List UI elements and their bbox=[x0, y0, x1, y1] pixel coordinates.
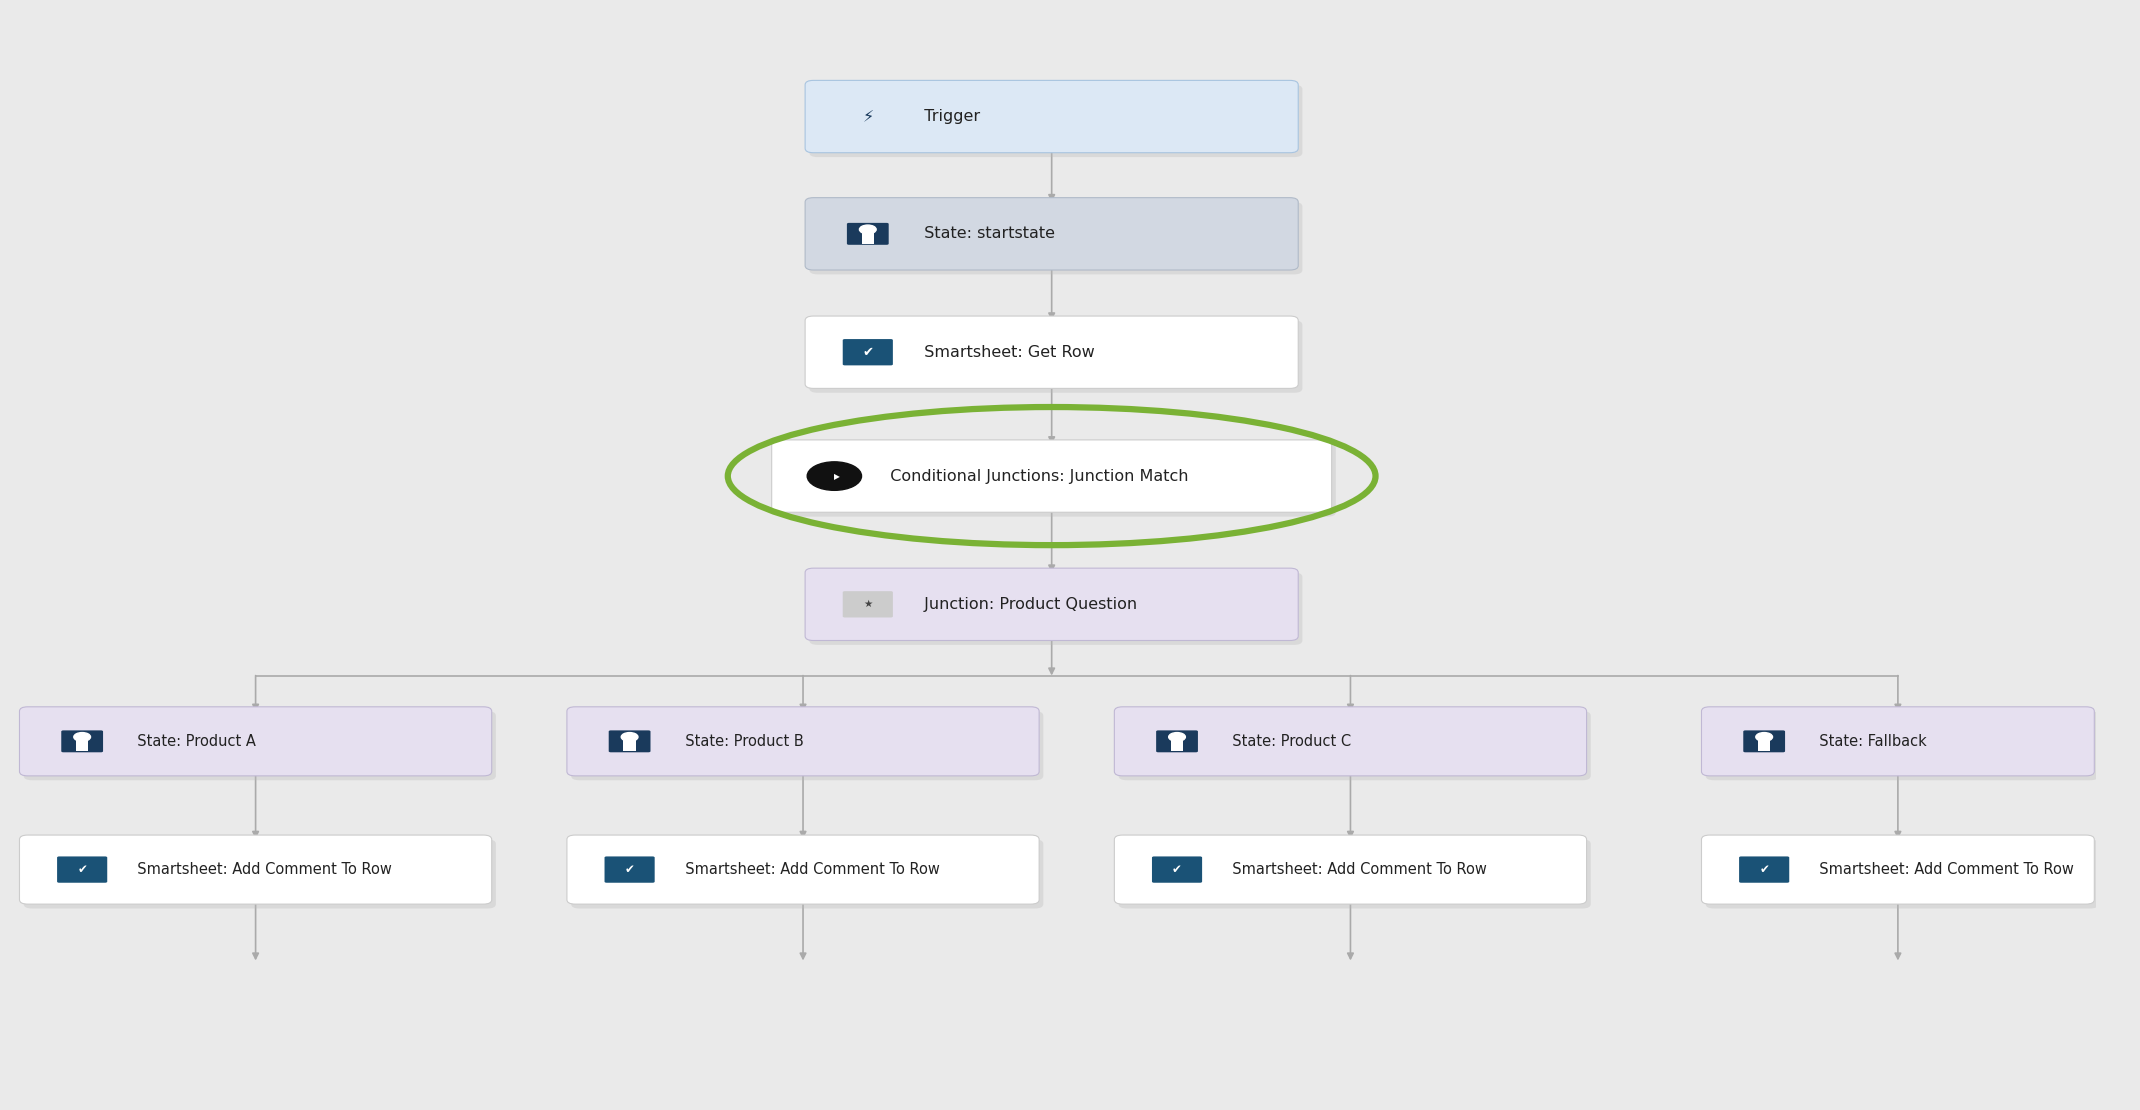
Text: Smartsheet: Add Comment To Row: Smartsheet: Add Comment To Row bbox=[128, 862, 392, 877]
FancyBboxPatch shape bbox=[19, 835, 492, 905]
FancyBboxPatch shape bbox=[1151, 857, 1203, 882]
FancyBboxPatch shape bbox=[1706, 839, 2099, 908]
Text: ✔: ✔ bbox=[1759, 864, 1770, 876]
FancyBboxPatch shape bbox=[24, 712, 496, 780]
Circle shape bbox=[1755, 733, 1772, 741]
FancyBboxPatch shape bbox=[777, 444, 1335, 516]
FancyBboxPatch shape bbox=[1740, 857, 1789, 882]
Text: Smartsheet: Add Comment To Row: Smartsheet: Add Comment To Row bbox=[1222, 862, 1487, 877]
Text: ✔: ✔ bbox=[625, 864, 636, 876]
FancyBboxPatch shape bbox=[773, 440, 1331, 512]
FancyBboxPatch shape bbox=[805, 568, 1299, 640]
FancyBboxPatch shape bbox=[809, 202, 1303, 274]
Text: State: Product A: State: Product A bbox=[128, 734, 257, 749]
FancyBboxPatch shape bbox=[843, 339, 892, 365]
Text: State: startstate: State: startstate bbox=[914, 226, 1055, 241]
FancyBboxPatch shape bbox=[805, 316, 1299, 388]
FancyBboxPatch shape bbox=[1115, 707, 1586, 776]
Text: ▶: ▶ bbox=[832, 472, 839, 481]
Circle shape bbox=[73, 733, 90, 741]
FancyBboxPatch shape bbox=[862, 233, 873, 244]
FancyBboxPatch shape bbox=[1115, 835, 1586, 905]
FancyBboxPatch shape bbox=[62, 730, 103, 753]
Circle shape bbox=[621, 733, 638, 741]
FancyBboxPatch shape bbox=[1706, 712, 2099, 780]
FancyBboxPatch shape bbox=[809, 321, 1303, 393]
FancyBboxPatch shape bbox=[571, 839, 1044, 908]
FancyBboxPatch shape bbox=[1744, 730, 1785, 753]
FancyBboxPatch shape bbox=[1701, 707, 2095, 776]
FancyBboxPatch shape bbox=[1171, 740, 1183, 751]
FancyBboxPatch shape bbox=[571, 712, 1044, 780]
Text: State: Product B: State: Product B bbox=[676, 734, 802, 749]
Text: ✔: ✔ bbox=[862, 345, 873, 359]
Text: Smartsheet: Add Comment To Row: Smartsheet: Add Comment To Row bbox=[676, 862, 939, 877]
Text: ⚡: ⚡ bbox=[862, 109, 873, 124]
Circle shape bbox=[1168, 733, 1186, 741]
Text: State: Fallback: State: Fallback bbox=[1810, 734, 1926, 749]
Text: Smartsheet: Get Row: Smartsheet: Get Row bbox=[914, 345, 1094, 360]
FancyBboxPatch shape bbox=[24, 839, 496, 908]
FancyBboxPatch shape bbox=[603, 857, 655, 882]
FancyBboxPatch shape bbox=[1119, 839, 1590, 908]
FancyBboxPatch shape bbox=[1701, 835, 2095, 905]
FancyBboxPatch shape bbox=[843, 592, 892, 617]
Text: ★: ★ bbox=[862, 599, 873, 609]
FancyBboxPatch shape bbox=[623, 740, 636, 751]
FancyBboxPatch shape bbox=[1119, 712, 1590, 780]
FancyBboxPatch shape bbox=[75, 740, 88, 751]
FancyBboxPatch shape bbox=[1156, 730, 1198, 753]
FancyBboxPatch shape bbox=[19, 707, 492, 776]
FancyBboxPatch shape bbox=[1757, 740, 1770, 751]
FancyBboxPatch shape bbox=[805, 198, 1299, 270]
FancyBboxPatch shape bbox=[567, 835, 1040, 905]
FancyBboxPatch shape bbox=[58, 857, 107, 882]
FancyBboxPatch shape bbox=[809, 573, 1303, 645]
Text: State: Product C: State: Product C bbox=[1222, 734, 1350, 749]
Circle shape bbox=[860, 225, 875, 234]
FancyBboxPatch shape bbox=[805, 80, 1299, 153]
FancyBboxPatch shape bbox=[809, 84, 1303, 158]
Text: Junction: Product Question: Junction: Product Question bbox=[914, 597, 1136, 612]
Circle shape bbox=[807, 462, 862, 491]
Text: ✔: ✔ bbox=[1173, 864, 1181, 876]
Text: Smartsheet: Add Comment To Row: Smartsheet: Add Comment To Row bbox=[1810, 862, 2074, 877]
FancyBboxPatch shape bbox=[847, 223, 888, 245]
Text: ✔: ✔ bbox=[77, 864, 88, 876]
FancyBboxPatch shape bbox=[567, 707, 1040, 776]
Text: Conditional Junctions: Junction Match: Conditional Junctions: Junction Match bbox=[880, 468, 1190, 484]
FancyBboxPatch shape bbox=[608, 730, 651, 753]
Text: Trigger: Trigger bbox=[914, 109, 980, 124]
